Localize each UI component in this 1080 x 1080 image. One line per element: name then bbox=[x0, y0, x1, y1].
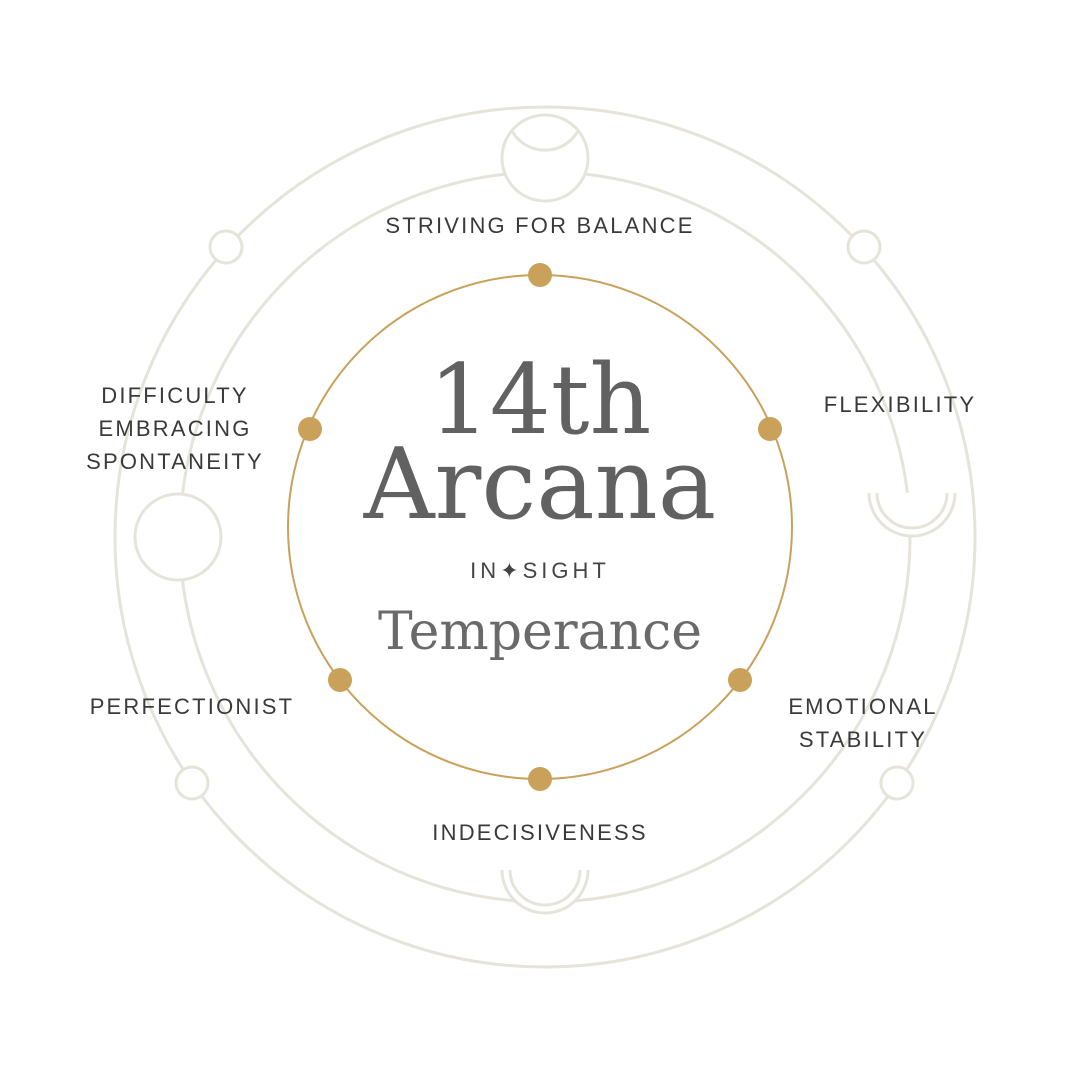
crescent-moon-top-icon bbox=[500, 113, 590, 203]
trait-bottom-right-line1: EMOTIONAL bbox=[788, 694, 938, 719]
trait-bottom: INDECISIVENESS bbox=[432, 820, 648, 845]
node-top-right bbox=[758, 417, 782, 441]
node-bottom-right bbox=[728, 668, 752, 692]
node-bottom bbox=[528, 767, 552, 791]
trait-bottom-right-line2: STABILITY bbox=[798, 727, 928, 752]
deco-dot-top-right bbox=[846, 229, 882, 265]
full-moon-icon bbox=[133, 492, 223, 582]
trait-top-left-line2: EMBRACING bbox=[98, 416, 252, 441]
trait-top-left: DIFFICULTY EMBRACING SPONTANEITY bbox=[60, 379, 290, 478]
trait-top: STRIVING FOR BALANCE bbox=[385, 213, 695, 238]
deco-dot-top-left bbox=[208, 229, 244, 265]
trait-bottom-left: PERFECTIONIST bbox=[89, 694, 295, 719]
trait-top-left-line3: SPONTANEITY bbox=[86, 449, 264, 474]
node-bottom-left bbox=[328, 668, 352, 692]
trait-bottom-right: EMOTIONAL STABILITY bbox=[763, 690, 963, 756]
arcana-word: Arcana bbox=[363, 428, 717, 542]
node-top bbox=[528, 263, 552, 287]
outer-ring bbox=[113, 105, 977, 969]
trait-top-left-line1: DIFFICULTY bbox=[101, 383, 249, 408]
card-name: Temperance bbox=[377, 602, 703, 662]
crescent-moon-right-icon bbox=[867, 492, 957, 538]
trait-top-right: FLEXIBILITY bbox=[823, 392, 977, 417]
crescent-moon-bottom-icon bbox=[500, 869, 590, 915]
brand-logo: IN✦SIGHT bbox=[470, 558, 610, 583]
deco-dot-bottom-right bbox=[879, 765, 915, 801]
deco-dot-bottom-left bbox=[174, 765, 210, 801]
node-top-left bbox=[298, 417, 322, 441]
arcana-number: 14th bbox=[428, 344, 652, 456]
